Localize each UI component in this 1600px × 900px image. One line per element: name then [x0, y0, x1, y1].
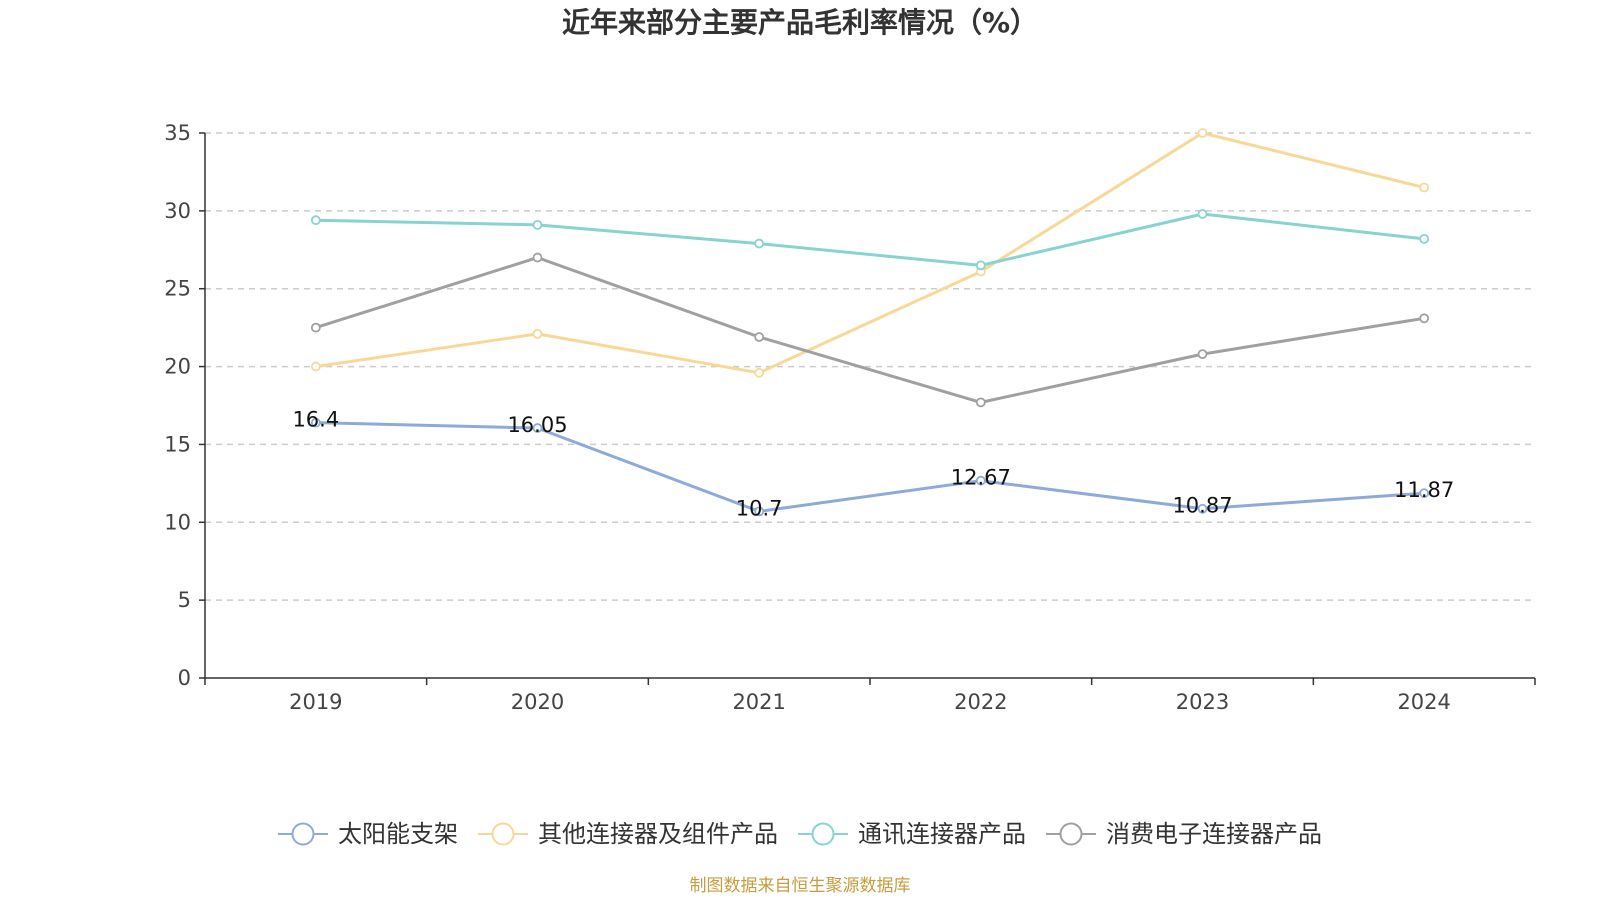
data-point	[1419, 233, 1430, 244]
legend-label: 消费电子连接器产品	[1106, 820, 1322, 848]
y-tick-label: 15	[164, 432, 191, 456]
data-point	[975, 397, 986, 408]
data-point	[532, 423, 543, 433]
legend-label: 太阳能支架	[338, 820, 458, 848]
data-label: 10.7	[736, 496, 783, 520]
data-point	[754, 367, 765, 378]
x-tick-label: 2023	[1176, 690, 1229, 714]
axes: 0 5 10 15 20 25 30 35 2019 2020 2021 2022 2023 2024	[164, 121, 1536, 714]
data-point	[532, 252, 543, 263]
line-circle-icon	[278, 822, 328, 846]
data-point	[754, 506, 765, 517]
series-group	[310, 128, 1430, 517]
series-line-2	[314, 131, 1426, 375]
y-tick-label: 35	[164, 121, 191, 145]
x-tick-label: 2019	[289, 690, 342, 714]
gridlines	[205, 132, 1535, 601]
data-point	[310, 322, 321, 333]
data-point	[532, 219, 543, 230]
data-point	[754, 238, 765, 249]
data-point	[1419, 313, 1430, 324]
data-point	[1419, 182, 1430, 193]
data-labels: 16.4 16.05 10.7 12.67 10.87 11.87	[292, 408, 1454, 521]
legend: 太阳能支架 其他连接器及组件产品 通讯连接器产品 消费电子连接器产品	[0, 812, 1600, 856]
series-3	[310, 209, 1430, 271]
legend-item-4[interactable]: 消费电子连接器产品	[1046, 819, 1322, 849]
line-circle-icon	[478, 822, 528, 846]
data-point	[975, 475, 986, 486]
series-line-4	[314, 256, 1426, 404]
legend-label: 通讯连接器产品	[858, 820, 1026, 848]
data-label: 16.4	[292, 408, 339, 432]
data-label: 12.67	[951, 466, 1011, 490]
chart-title: 近年来部分主要产品毛利率情况（%）	[561, 6, 1039, 39]
line-chart: 0 5 10 15 20 25 30 35 2019 2020 2021 2022 2023 2024 16…	[164, 121, 1536, 714]
data-source-note: 制图数据来自恒生聚源数据库	[689, 876, 911, 896]
y-tick-label: 30	[164, 199, 191, 223]
data-point	[1197, 209, 1208, 219]
data-point	[1419, 488, 1430, 499]
legend-label: 其他连接器及组件产品	[538, 820, 778, 848]
data-label: 16.05	[507, 413, 567, 437]
data-point	[1197, 349, 1208, 360]
x-tick-label: 2024	[1397, 690, 1450, 714]
x-tick-label: 2022	[954, 690, 1007, 714]
series-line-1	[314, 421, 1426, 513]
line-circle-icon	[1046, 822, 1096, 846]
y-tick-label: 25	[164, 277, 191, 301]
series-1	[310, 417, 1430, 517]
data-point	[975, 260, 986, 271]
legend-item-1[interactable]: 太阳能支架	[278, 819, 458, 849]
data-point	[310, 361, 321, 372]
line-circle-icon	[798, 822, 848, 846]
series-4	[310, 252, 1430, 408]
y-tick-label: 20	[164, 355, 191, 379]
data-point	[1197, 128, 1208, 138]
legend-item-3[interactable]: 通讯连接器产品	[798, 819, 1026, 849]
data-point	[532, 328, 543, 339]
y-tick-label: 5	[178, 588, 191, 612]
data-point	[310, 417, 321, 428]
data-label: 10.87	[1172, 494, 1232, 518]
data-point	[1197, 503, 1208, 514]
data-point	[310, 215, 321, 226]
data-point	[754, 332, 765, 342]
series-line-3	[314, 212, 1426, 267]
data-label: 11.87	[1394, 478, 1454, 502]
y-tick-label: 10	[164, 510, 191, 534]
legend-item-2[interactable]: 其他连接器及组件产品	[478, 819, 778, 849]
x-tick-label: 2021	[732, 690, 785, 714]
y-tick-label: 0	[178, 666, 191, 690]
series-2	[310, 128, 1430, 378]
x-tick-label: 2020	[511, 690, 564, 714]
